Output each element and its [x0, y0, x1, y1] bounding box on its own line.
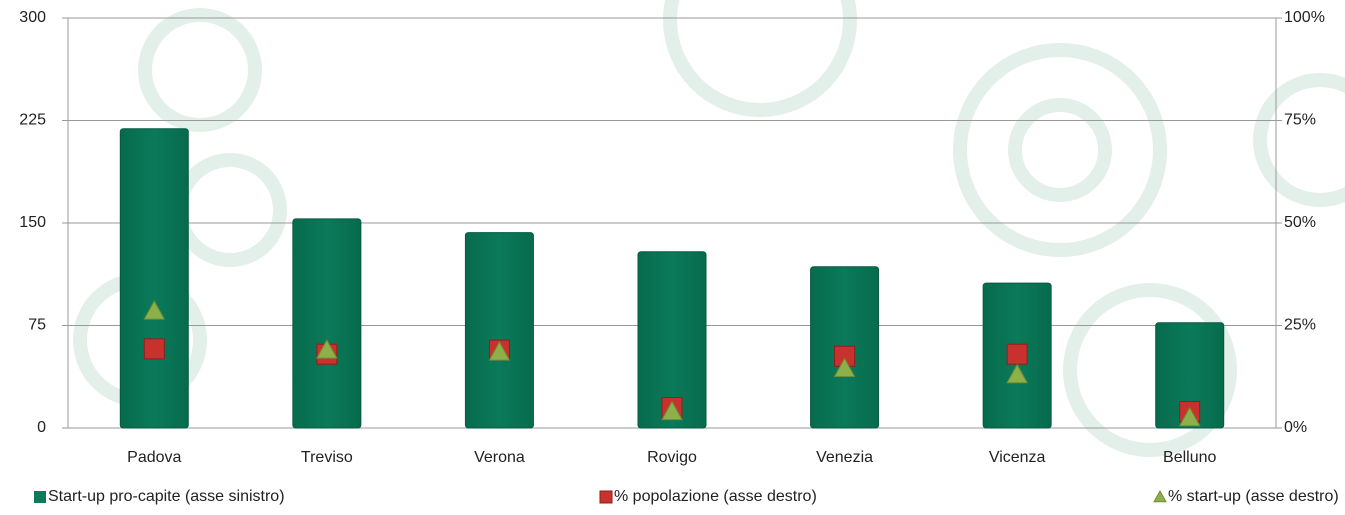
bar	[1155, 322, 1225, 429]
triangle-marker	[661, 400, 683, 421]
triangle-marker	[1178, 406, 1201, 427]
bar	[464, 232, 534, 429]
bar	[119, 128, 189, 429]
y2-tick-label: 100%	[1284, 9, 1325, 26]
y2-tick-label: 25%	[1284, 317, 1316, 334]
y2-tick-label: 75%	[1284, 112, 1316, 129]
y-tick-label: 150	[19, 214, 46, 231]
y-tick-label: 300	[19, 9, 46, 26]
y-tick-label: 75	[28, 317, 46, 334]
legend-label: Start-up pro-capite (asse sinistro)	[48, 488, 285, 505]
background-gears	[73, 0, 1345, 457]
legend-label: % popolazione (asse destro)	[614, 488, 817, 505]
bar	[292, 218, 362, 429]
triangle-marker	[833, 357, 856, 378]
triangle-marker	[488, 341, 511, 361]
triangle-marker	[1006, 363, 1028, 384]
x-tick-label: Belluno	[1163, 449, 1216, 466]
x-tick-label: Vicenza	[989, 449, 1046, 466]
x-tick-label: Padova	[127, 449, 181, 466]
square-marker	[599, 490, 613, 504]
square-marker	[143, 338, 165, 360]
x-tick-label: Treviso	[301, 449, 353, 466]
legend-label: % start-up (asse destro)	[1168, 488, 1339, 505]
bar	[637, 251, 707, 429]
y-tick-label: 225	[19, 112, 46, 129]
triangle-marker	[143, 300, 166, 320]
y2-tick-label: 50%	[1284, 214, 1316, 231]
x-tick-label: Rovigo	[647, 449, 697, 466]
triangle-marker	[1153, 489, 1167, 503]
x-tick-label: Verona	[474, 449, 525, 466]
x-tick-label: Venezia	[816, 449, 873, 466]
triangle-marker	[316, 339, 338, 359]
square-marker	[1006, 343, 1028, 365]
y2-tick-label: 0%	[1284, 419, 1307, 436]
legend-swatch	[34, 491, 46, 503]
y-tick-label: 0	[37, 419, 46, 436]
